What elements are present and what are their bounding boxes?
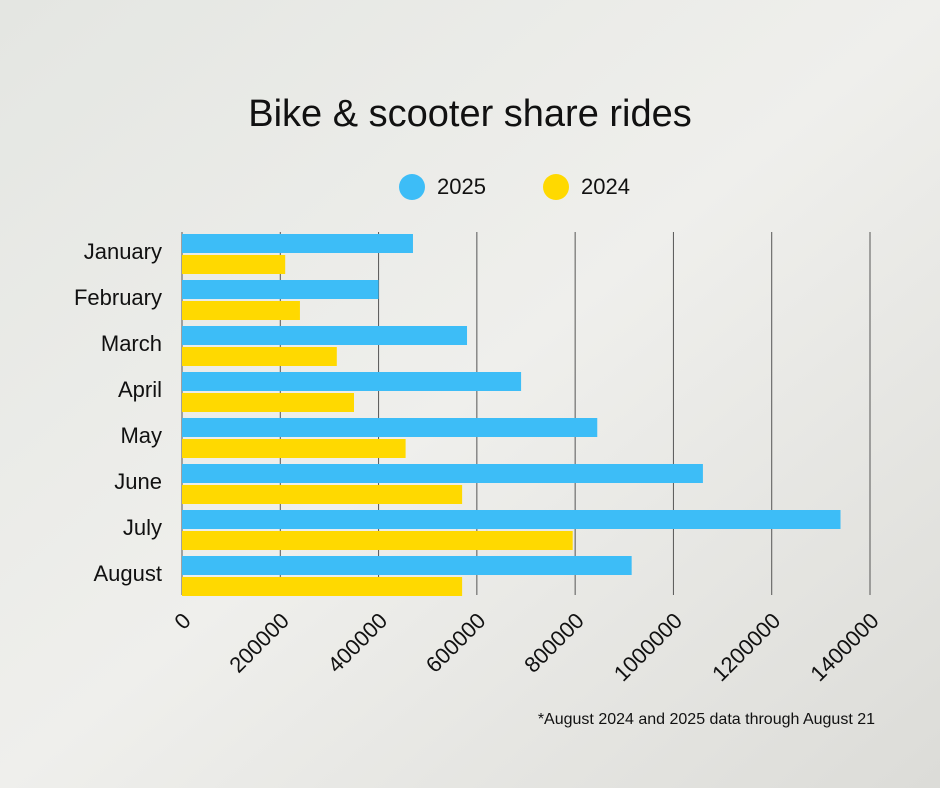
- bar: [182, 439, 406, 458]
- bar: [182, 577, 463, 596]
- bar: [182, 347, 337, 366]
- bar: [182, 510, 841, 529]
- chart-title: Bike & scooter share rides: [248, 93, 692, 135]
- bar: [182, 301, 300, 320]
- bar: [182, 485, 463, 504]
- bar: [182, 556, 632, 575]
- bar: [182, 531, 573, 550]
- y-tick-label: August: [94, 561, 163, 586]
- bar: [182, 418, 598, 437]
- y-tick-label: February: [74, 285, 162, 310]
- legend-label: 2024: [581, 174, 630, 199]
- bar: [182, 234, 413, 253]
- y-tick-label: June: [114, 469, 162, 494]
- legend-marker: [543, 174, 569, 200]
- bar: [182, 255, 286, 274]
- bar: [182, 393, 354, 412]
- legend-marker: [399, 174, 425, 200]
- y-tick-label: March: [101, 331, 162, 356]
- bar: [182, 280, 379, 299]
- y-tick-label: May: [120, 423, 162, 448]
- bar: [182, 372, 522, 391]
- y-tick-label: July: [123, 515, 162, 540]
- bar: [182, 326, 468, 345]
- y-tick-label: April: [118, 377, 162, 402]
- bar: [182, 464, 703, 483]
- y-tick-label: January: [84, 239, 162, 264]
- legend-label: 2025: [437, 174, 486, 199]
- footnote: *August 2024 and 2025 data through Augus…: [538, 711, 875, 728]
